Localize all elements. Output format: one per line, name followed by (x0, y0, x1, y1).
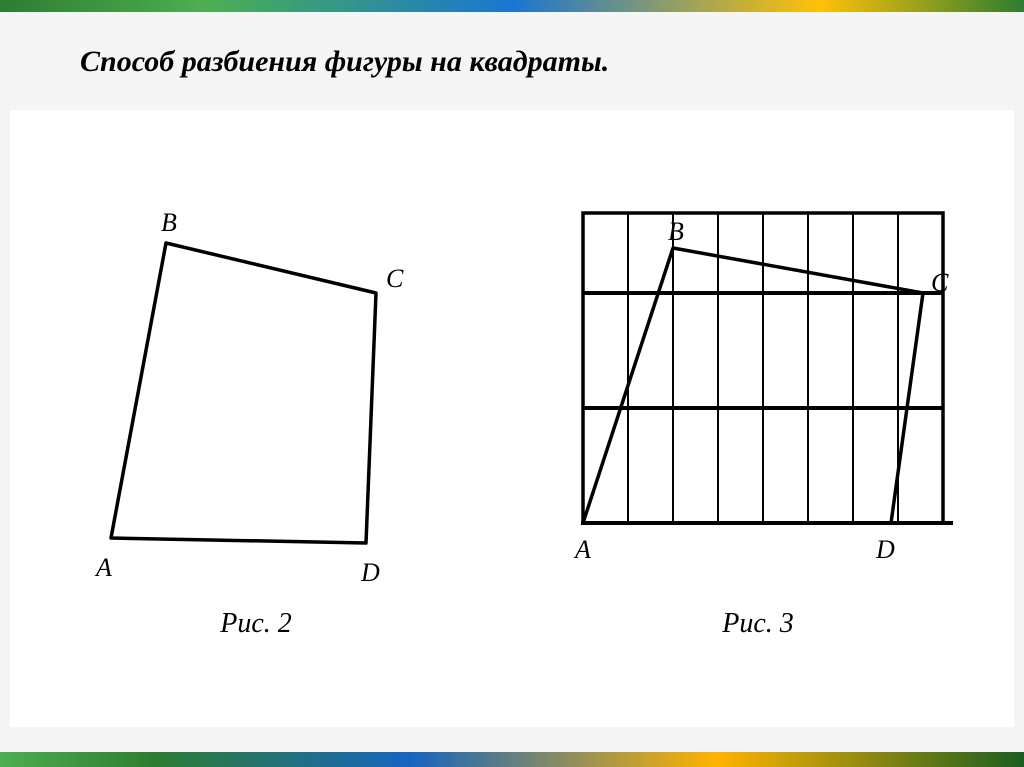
top-accent-bar (0, 0, 1024, 12)
bottom-accent-bar (0, 752, 1024, 767)
svg-text:B: B (668, 217, 684, 246)
svg-text:B: B (161, 208, 177, 237)
svg-text:C: C (931, 268, 949, 297)
svg-text:D: D (875, 535, 895, 564)
figure-left: B C A D Рис. 2 (56, 198, 456, 640)
svg-text:D: D (360, 558, 380, 587)
svg-text:A: A (94, 553, 112, 582)
diagram-right: B C A D (548, 198, 968, 598)
caption-left: Рис. 2 (220, 608, 292, 640)
caption-right: Рис. 3 (722, 608, 794, 640)
figure-right: B C A D Рис. 3 (548, 198, 968, 640)
diagram-left: B C A D (56, 198, 456, 598)
content-area: B C A D Рис. 2 B C A D Рис. 3 (10, 110, 1014, 727)
svg-text:C: C (386, 264, 404, 293)
slide-title: Способ разбиения фигуры на квадраты. (80, 45, 609, 79)
svg-text:A: A (573, 535, 591, 564)
